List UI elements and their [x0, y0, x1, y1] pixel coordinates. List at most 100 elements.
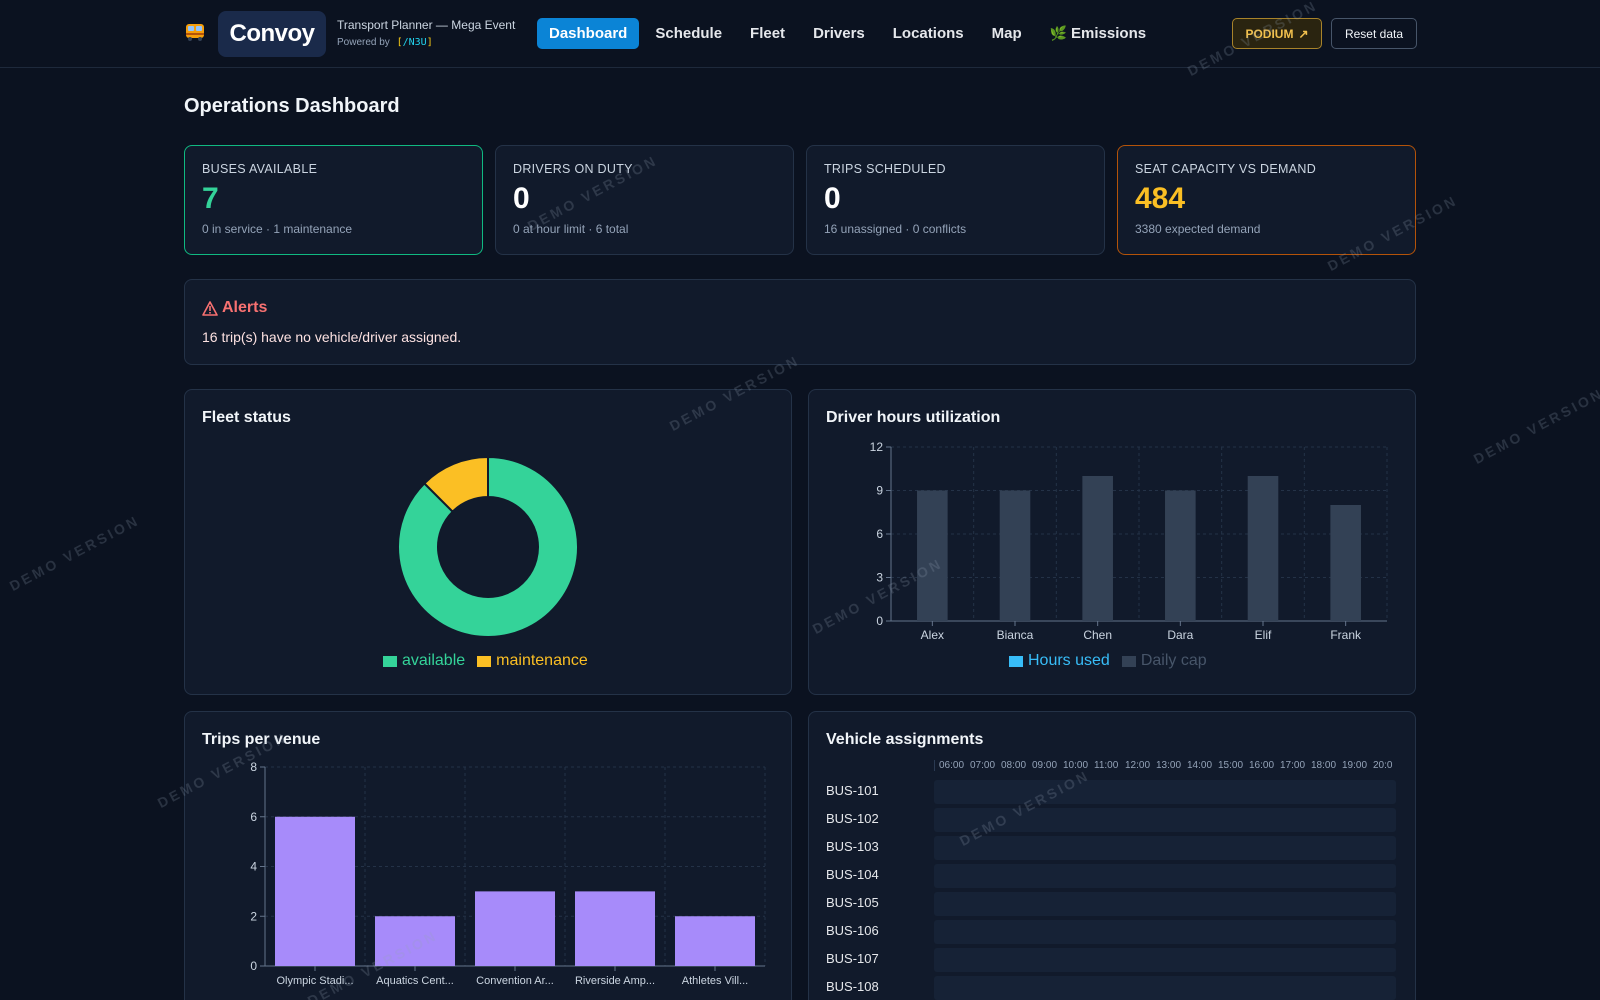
stat-sub: 0 at hour limit · 6 total	[513, 222, 629, 236]
stat-label: SEAT CAPACITY VS DEMAND	[1135, 162, 1317, 176]
y-tick-label: 12	[870, 440, 884, 454]
nav-emissions-label: Emissions	[1071, 25, 1147, 42]
timeline-hours: 06:00 07:00 08:00 09:00 10:00 11:00 12:00 13:00…	[934, 760, 1398, 771]
bar-Dara	[1165, 490, 1196, 621]
stat-value: 7	[202, 182, 219, 215]
vehicle-timeline-track[interactable]	[934, 920, 1396, 944]
vehicle-timeline-track[interactable]	[934, 836, 1396, 860]
legend-label: Hours used	[1028, 652, 1110, 669]
fleet-legend: available maintenance	[383, 652, 588, 670]
x-tick-label: Chen	[1083, 628, 1112, 642]
top-bar: Convoy Transport Planner — Mega Event Po…	[0, 0, 1600, 68]
vehicle-row: BUS-101	[826, 780, 1406, 804]
vehicle-row: BUS-104	[826, 864, 1406, 888]
vehicle-row: BUS-106	[826, 920, 1406, 944]
bar-Chen	[1082, 476, 1113, 621]
legend-available[interactable]: available	[383, 652, 465, 670]
vehicle-row: BUS-107	[826, 948, 1406, 972]
powered-by-label: Powered by	[337, 37, 390, 48]
app-subtitle: Transport Planner — Mega Event	[337, 18, 516, 32]
driver-hours-chart: 0 3 6 9 12 Alex Bianca Chen Dara Elif Frank	[870, 440, 1388, 642]
fleet-status-panel: Fleet status available maintenance	[184, 389, 792, 695]
timeline-hour-label: 06:00	[939, 760, 965, 771]
leaf-icon: 🌿	[1049, 25, 1068, 41]
x-tick-label: Dara	[1167, 628, 1193, 642]
x-tick-label: Frank	[1330, 628, 1362, 642]
y-tick-label: 6	[876, 527, 883, 541]
alerts-panel: Alerts 16 trip(s) have no vehicle/driver…	[184, 279, 1416, 365]
podium-button[interactable]: PODIUM ↗	[1232, 18, 1322, 49]
vehicle-timeline-track[interactable]	[934, 948, 1396, 972]
nav-dashboard[interactable]: Dashboard	[537, 18, 640, 49]
vehicle-timeline-track[interactable]	[934, 976, 1396, 1000]
vehicle-label: BUS-105	[826, 895, 879, 910]
nav-locations[interactable]: Locations	[892, 25, 964, 42]
timeline-hour-label: 19:00	[1342, 760, 1368, 771]
stat-card-drivers: DRIVERS ON DUTY 0 0 at hour limit · 6 to…	[495, 145, 794, 255]
x-tick-label: Riverside Amp...	[575, 975, 655, 987]
reset-data-button[interactable]: Reset data	[1331, 18, 1417, 49]
x-tick-label: Olympic Stadi...	[276, 975, 353, 987]
stat-sub: 3380 expected demand	[1135, 222, 1261, 236]
legend-label: maintenance	[496, 652, 588, 669]
timeline-hour-label: 17:00	[1280, 760, 1306, 771]
legend-swatch	[1121, 655, 1136, 667]
hours-legend: Hours used Daily cap	[1009, 652, 1207, 670]
stat-card-capacity: SEAT CAPACITY VS DEMAND 484 3380 expecte…	[1117, 145, 1416, 255]
vehicle-assignments-panel: Vehicle assignments 06:00 07:00 08:00 09:00…	[808, 711, 1416, 1000]
vehicle-row: BUS-105	[826, 892, 1406, 916]
alerts-title: Alerts	[222, 299, 268, 316]
external-link-icon: ↗	[1298, 26, 1309, 41]
y-tick-label: 0	[250, 959, 257, 973]
legend-maintenance[interactable]: maintenance	[477, 652, 588, 670]
vehicle-label: BUS-108	[826, 979, 879, 994]
legend-swatch	[383, 655, 397, 667]
legend-label: Daily cap	[1140, 652, 1207, 669]
x-tick-label: Bianca	[997, 628, 1034, 642]
timeline-hour-label: 13:00	[1156, 760, 1182, 771]
timeline-hour-label: 09:00	[1032, 760, 1058, 771]
vehicle-row: BUS-102	[826, 808, 1406, 832]
nav-map[interactable]: Map	[991, 25, 1022, 42]
watermark: DEMO VERSION	[1470, 384, 1600, 468]
powered-by-brand[interactable]: [/N3U]	[396, 37, 433, 48]
timeline-hour-label: 14:00	[1187, 760, 1213, 771]
vehicle-timeline-track[interactable]	[934, 780, 1396, 804]
app-logo[interactable]: Convoy	[218, 11, 326, 57]
stat-value: 0	[824, 182, 841, 215]
legend-swatch	[1009, 655, 1023, 667]
legend-label: available	[402, 652, 466, 669]
timeline-hour-label: 20:0	[1373, 760, 1393, 771]
vehicle-timeline-track[interactable]	[934, 864, 1396, 888]
x-tick-label: Alex	[921, 628, 944, 642]
timeline-hour-label: 12:00	[1125, 760, 1151, 771]
stat-value: 484	[1135, 182, 1186, 215]
y-tick-label: 4	[250, 860, 257, 874]
trips-per-venue-chart: 0 2 4 6 8 Olympic Stadi... Aquatics Cent... Con…	[250, 760, 766, 987]
stat-label: DRIVERS ON DUTY	[513, 162, 633, 176]
watermark: DEMO VERSION	[6, 511, 143, 595]
main-nav: Dashboard Schedule Fleet Drivers Locatio…	[537, 18, 1158, 49]
vehicle-timeline-track[interactable]	[934, 892, 1396, 916]
legend-hours-used[interactable]: Hours used	[1009, 652, 1110, 670]
x-tick-label: Athletes Vill...	[682, 975, 748, 987]
vehicle-timeline-track[interactable]	[934, 808, 1396, 832]
bar-Olympic Stadi...	[275, 816, 355, 966]
vehicle-row: BUS-103	[826, 836, 1406, 860]
panel-title: Driver hours utilization	[826, 409, 1001, 426]
bar-Convention Ar...	[475, 891, 555, 966]
y-tick-label: 9	[876, 484, 883, 498]
legend-swatch	[477, 655, 492, 667]
stat-sub: 0 in service · 1 maintenance	[202, 222, 353, 236]
vehicle-label: BUS-107	[826, 951, 879, 966]
legend-daily-cap[interactable]: Daily cap	[1121, 652, 1207, 670]
alert-message: 16 trip(s) have no vehicle/driver assign…	[202, 329, 462, 345]
nav-fleet[interactable]: Fleet	[750, 25, 786, 42]
nav-schedule[interactable]: Schedule	[655, 25, 723, 42]
timeline-hour-label: 10:00	[1063, 760, 1089, 771]
trips-per-venue-panel: Trips per venue 0 2 4 6 8 Olympic Stadi... Aqu…	[184, 711, 792, 1000]
podium-label: PODIUM	[1245, 26, 1294, 41]
nav-drivers[interactable]: Drivers	[813, 25, 865, 42]
vehicle-label: BUS-106	[826, 923, 879, 938]
nav-emissions[interactable]: 🌿 Emissions	[1038, 18, 1158, 49]
